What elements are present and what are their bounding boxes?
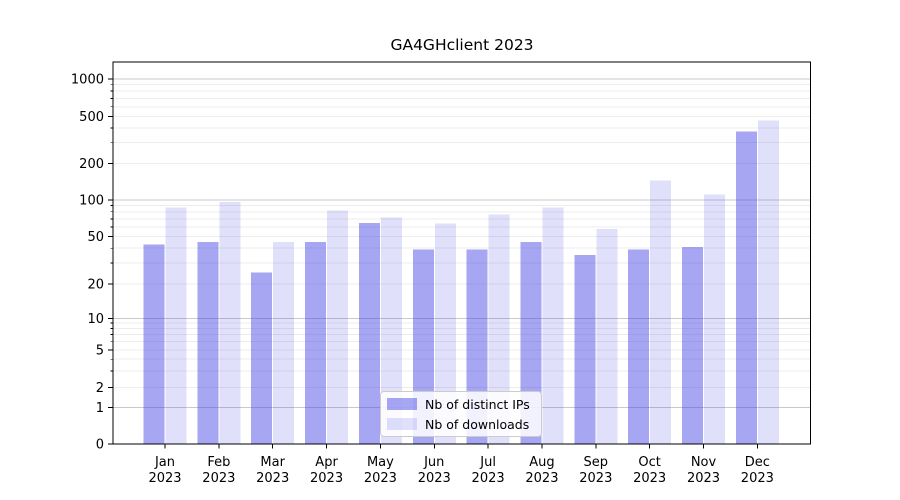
- y-axis-tick-label: 50: [87, 230, 104, 245]
- x-axis-tick-label-month: Jul: [479, 455, 496, 470]
- bar-downloads-jul-2023: [488, 214, 510, 444]
- x-axis-tick-label-month: Feb: [207, 455, 230, 470]
- legend-label-distinct-ips: Nb of distinct IPs: [425, 396, 530, 412]
- legend-swatch-downloads: [387, 418, 417, 430]
- x-axis-tick-label-year: 2023: [525, 471, 558, 486]
- y-axis-tick-label: 0: [96, 438, 104, 453]
- y-axis-tick-label: 1000: [71, 73, 104, 88]
- x-axis-tick-label-year: 2023: [202, 471, 235, 486]
- bar-distinct-ips-dec-2023: [735, 131, 757, 445]
- y-axis-tick-label: 20: [87, 278, 104, 293]
- x-axis-tick-label-month: Jun: [423, 455, 444, 470]
- legend-label-downloads: Nb of downloads: [425, 416, 530, 432]
- x-axis-tick-label-year: 2023: [148, 471, 181, 486]
- y-axis-tick-label: 100: [79, 194, 104, 209]
- x-axis-tick-label-month: Jan: [154, 455, 175, 470]
- bar-distinct-ips-jan-2023: [143, 244, 165, 444]
- y-axis-tick-label: 1: [96, 401, 104, 416]
- bar-downloads-apr-2023: [327, 210, 349, 444]
- x-axis-tick-label-month: May: [367, 455, 394, 470]
- plot-border: [112, 61, 811, 445]
- x-axis-tick-label-year: 2023: [741, 471, 774, 486]
- legend: Nb of distinct IPs Nb of downloads: [380, 391, 542, 437]
- x-axis-tick-label-year: 2023: [472, 471, 505, 486]
- legend-swatch-distinct-ips: [387, 398, 417, 410]
- x-axis-tick-label-year: 2023: [687, 471, 720, 486]
- y-axis-tick-label: 5: [96, 344, 104, 359]
- legend-item-distinct-ips: Nb of distinct IPs: [387, 396, 533, 412]
- bar-downloads-may-2023: [380, 217, 402, 444]
- y-axis-tick-label: 2: [96, 381, 104, 396]
- x-axis-tick-label-year: 2023: [633, 471, 666, 486]
- x-axis-tick-label-year: 2023: [364, 471, 397, 486]
- bar-distinct-ips-may-2023: [358, 222, 380, 444]
- x-axis-tick-label-year: 2023: [256, 471, 289, 486]
- bar-downloads-jun-2023: [434, 223, 456, 444]
- x-axis-tick-label-month: Mar: [260, 455, 285, 470]
- x-axis-tick-label-month: Dec: [745, 455, 770, 470]
- y-axis-tick-label: 200: [79, 157, 104, 172]
- bar-downloads-nov-2023: [704, 194, 725, 444]
- bar-distinct-ips-oct-2023: [628, 249, 650, 444]
- bar-distinct-ips-nov-2023: [682, 246, 703, 444]
- x-axis-tick-label-year: 2023: [310, 471, 343, 486]
- bar-distinct-ips-apr-2023: [305, 242, 327, 444]
- bar-distinct-ips-feb-2023: [197, 242, 219, 444]
- bar-downloads-dec-2023: [757, 120, 779, 444]
- x-axis-tick-label-month: Sep: [584, 455, 609, 470]
- bar-downloads-feb-2023: [219, 202, 241, 444]
- bar-downloads-oct-2023: [650, 180, 672, 444]
- bar-downloads-mar-2023: [273, 242, 295, 444]
- x-axis-tick-label-month: Oct: [638, 455, 660, 470]
- bar-downloads-jan-2023: [165, 207, 187, 444]
- bar-distinct-ips-mar-2023: [251, 272, 273, 444]
- chart-title: GA4GHclient 2023: [390, 36, 534, 54]
- y-axis-tick-label: 10: [87, 312, 104, 327]
- bar-downloads-aug-2023: [542, 207, 564, 444]
- bar-distinct-ips-sep-2023: [574, 255, 596, 444]
- bar-downloads-sep-2023: [596, 228, 618, 444]
- x-axis-tick-label-year: 2023: [418, 471, 451, 486]
- legend-item-downloads: Nb of downloads: [387, 416, 533, 432]
- y-axis-tick-label: 500: [79, 110, 104, 125]
- x-axis-tick-label-month: Apr: [315, 455, 338, 470]
- x-axis-tick-label-year: 2023: [579, 471, 612, 486]
- x-axis-tick-label-month: Nov: [691, 455, 717, 470]
- x-axis-tick-label-month: Aug: [529, 455, 554, 470]
